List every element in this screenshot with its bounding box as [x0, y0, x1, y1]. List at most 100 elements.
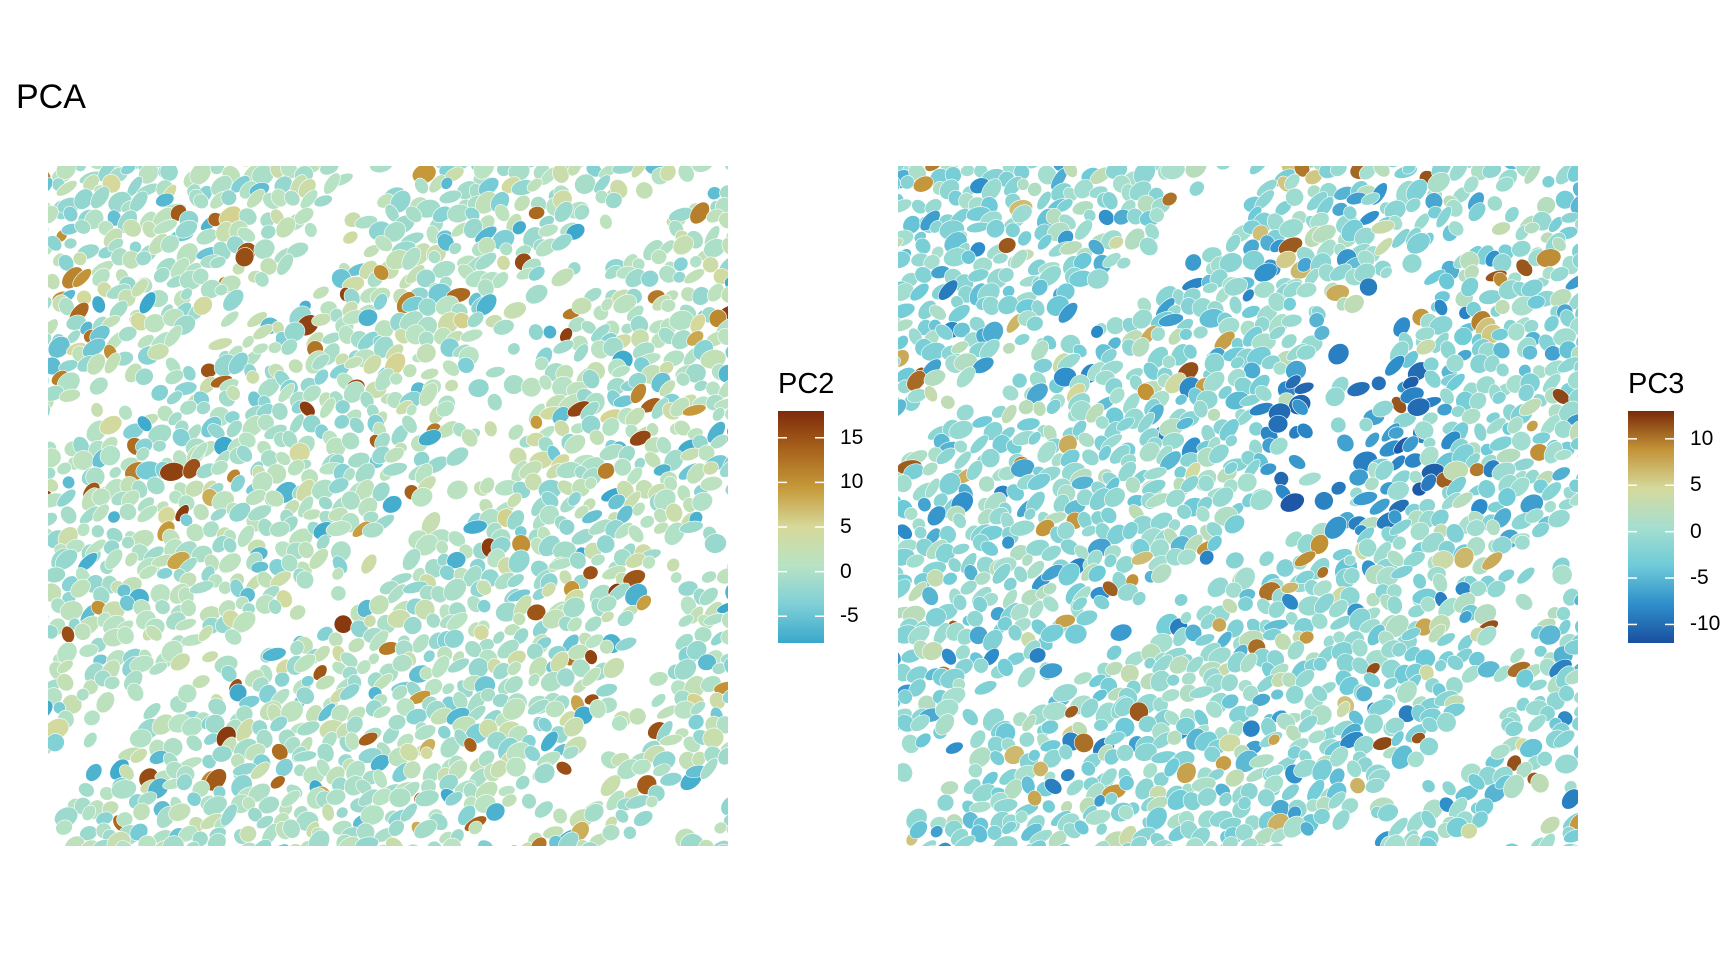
pc3-cell: [1523, 166, 1542, 185]
pc2-cell: [611, 166, 637, 175]
pc3-cell: [1406, 232, 1431, 255]
pc2-cell: [555, 761, 573, 776]
pc2-cell: [672, 235, 694, 256]
pc3-cell: [1275, 250, 1297, 269]
pc3-cell: [993, 835, 1019, 846]
pc2-cell: [401, 246, 422, 271]
pc2-cell: [226, 385, 241, 401]
pc2-cell: [136, 504, 158, 523]
pc2-cell: [110, 779, 137, 800]
pc3-cell: [1427, 171, 1451, 194]
pc2-cell: [146, 476, 166, 495]
pc2-cell: [333, 414, 350, 430]
pc3-cell: [1243, 361, 1261, 380]
pc3-cell: [898, 762, 913, 783]
pc2-cell: [551, 233, 573, 252]
pc2-cell: [650, 249, 667, 265]
pc3-cell: [997, 658, 1014, 677]
pc2-cell: [727, 530, 728, 556]
pc3-cell: [1477, 479, 1496, 499]
pc2-cell: [477, 236, 496, 255]
pc3-cell: [1098, 445, 1112, 462]
pc2-cell: [485, 802, 506, 822]
pc2-cell: [48, 333, 52, 354]
pc3-cell: [1577, 558, 1578, 573]
pc2-cell: [631, 166, 648, 179]
pc3-cell: [1574, 618, 1578, 637]
pc3-cell: [1328, 599, 1349, 618]
pc2-cell: [414, 724, 437, 741]
pc3-cell: [1005, 222, 1021, 238]
pc3-cell: [1420, 596, 1436, 613]
pc2-cell: [318, 496, 333, 511]
pc2-cell: [630, 383, 647, 404]
pc2-cell: [624, 407, 646, 427]
pc3-cell: [1269, 437, 1289, 456]
pc3-cell: [914, 526, 928, 540]
pc3-cell: [1241, 305, 1261, 319]
pc3-cell: [1364, 777, 1386, 794]
pc3-cell: [1445, 676, 1464, 695]
pc3-cell: [898, 689, 913, 705]
pc3-cell: [1287, 745, 1302, 760]
pc2-cell: [718, 211, 728, 229]
pc2-cell: [292, 750, 317, 763]
pc3-cell: [1160, 166, 1186, 180]
pc2-cell: [48, 318, 59, 337]
pc3-tick-label: -5: [1690, 566, 1709, 590]
pc3-cell: [992, 252, 1009, 265]
pc2-cell: [624, 268, 646, 288]
pc3-cell: [1238, 837, 1259, 846]
pc3-cell: [1174, 593, 1189, 607]
pc2-cell: [184, 479, 205, 498]
pc3-cell: [1031, 299, 1046, 317]
pc3-cell: [1517, 383, 1535, 402]
pc2-cell: [245, 370, 260, 385]
pc3-cell: [1348, 468, 1369, 487]
pc3-cell: [1131, 308, 1153, 330]
pc2-cell: [616, 610, 635, 627]
pc3-cell: [1511, 431, 1532, 452]
pc3-cell: [1313, 325, 1331, 341]
pc3-cell: [1460, 822, 1478, 840]
pc3-cell: [1223, 461, 1238, 475]
pc3-cell: [1331, 809, 1351, 831]
pc3-cell: [1211, 617, 1227, 633]
pc3-cell: [1407, 750, 1425, 768]
pc3-cell: [1433, 298, 1448, 316]
pc3-cell: [1466, 519, 1486, 537]
pc2-cell: [699, 587, 719, 606]
pc2-cell: [551, 406, 571, 425]
pc3-cell: [1175, 417, 1194, 430]
pc2-cell: [288, 358, 304, 374]
pc2-cell: [287, 459, 305, 477]
pc3-cell: [1014, 810, 1029, 824]
pc3-cell: [1507, 322, 1526, 342]
pc2-cell: [477, 599, 492, 614]
pc3-cell: [953, 835, 976, 846]
pc3-cell: [1172, 627, 1189, 647]
pc3-cell: [1013, 565, 1028, 583]
pc3-cell: [1391, 641, 1407, 658]
pc3-cell: [914, 237, 932, 255]
pc3-cell: [1042, 595, 1060, 613]
pc3-cell: [1042, 799, 1056, 814]
pc3-cell: [942, 572, 958, 586]
pc2-tick-label: 10: [840, 470, 864, 494]
pc3-cell: [1490, 744, 1511, 760]
pc3-cell: [960, 166, 975, 177]
pc2-cell: [152, 439, 167, 453]
pc3-cell: [1132, 591, 1147, 606]
pc2-cell: [224, 628, 243, 646]
pc3-cell: [923, 369, 946, 387]
pc3-cell: [1267, 414, 1289, 434]
pc3-cell: [1445, 354, 1465, 373]
pc2-cell: [526, 603, 547, 621]
pc3-cell: [1073, 732, 1094, 753]
pc3-cell: [1139, 236, 1159, 257]
pc2-cell: [666, 557, 681, 573]
pc2-cell: [175, 219, 198, 239]
pc3-cell: [1057, 302, 1079, 324]
pc2-cell: [83, 731, 98, 749]
pc2-cell: [275, 758, 294, 777]
